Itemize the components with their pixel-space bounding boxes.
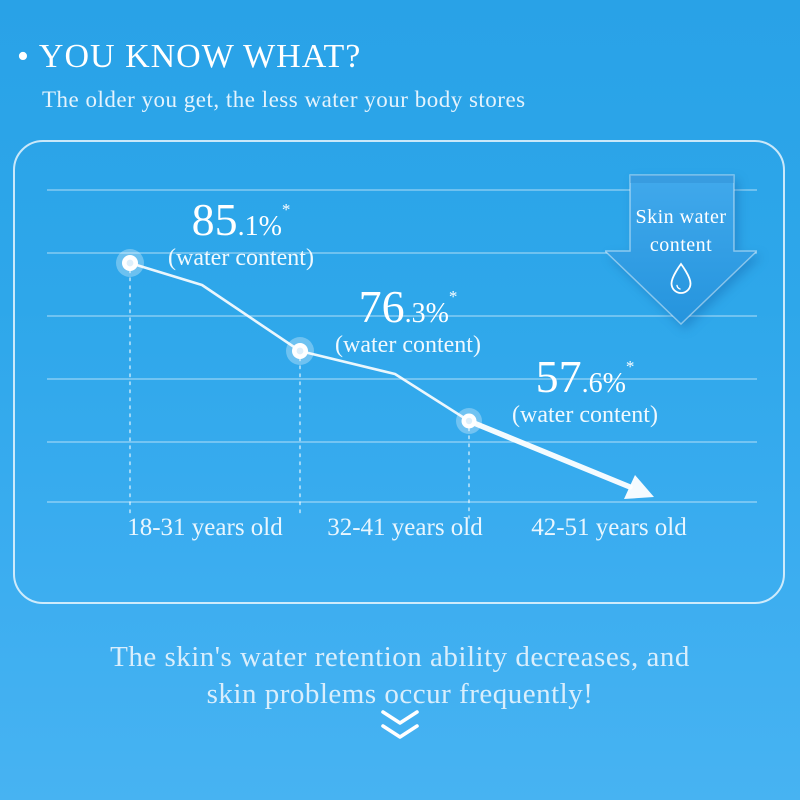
point-label-3: 57.6%* (water content) <box>512 351 658 428</box>
point-caption: (water content) <box>168 245 314 271</box>
asterisk: * <box>281 200 291 219</box>
x-axis-label-3: 42-51 years old <box>531 514 687 541</box>
x-axis-label-2: 32-41 years old <box>327 514 483 541</box>
badge-label-line1: Skin water <box>635 206 727 228</box>
footer-text-line1: The skin's water retention ability decre… <box>110 641 690 673</box>
droplines <box>129 269 470 519</box>
asterisk: * <box>625 357 635 376</box>
trend-arrow-head-icon <box>624 475 654 499</box>
title-bullet-icon: • <box>17 38 29 75</box>
data-point-2 <box>286 337 314 365</box>
point-caption: (water content) <box>512 402 658 428</box>
footer-text-line2: skin problems occur frequently! <box>206 678 594 710</box>
water-droplet-icon <box>670 262 692 294</box>
skin-water-badge: Skin water content <box>605 173 757 325</box>
down-arrow-badge-icon <box>605 174 757 325</box>
page-header: • YOU KNOW WHAT? <box>17 40 361 74</box>
line-chart <box>47 189 757 519</box>
data-points <box>116 249 482 434</box>
badge-label-line2: content <box>649 234 713 256</box>
chart-panel: 85.1%* (water content) 76.3%* (water con… <box>13 140 785 604</box>
point-value: 85.1%* <box>191 194 291 245</box>
double-chevron-down-icon <box>381 710 419 739</box>
point-caption: (water content) <box>335 332 481 358</box>
trend-arrow-shaft <box>466 418 633 490</box>
data-point-1 <box>116 249 144 277</box>
point-value: 76.3%* <box>358 281 458 332</box>
point-value: 57.6%* <box>535 351 635 402</box>
data-point-3 <box>456 408 482 434</box>
point-label-2: 76.3%* (water content) <box>335 281 481 358</box>
page-title: YOU KNOW WHAT? <box>38 38 362 75</box>
page-subtitle: The older you get, the less water your b… <box>42 87 526 112</box>
point-label-1: 85.1%* (water content) <box>168 194 314 271</box>
asterisk: * <box>448 287 458 306</box>
x-axis-label-1: 18-31 years old <box>127 514 283 541</box>
